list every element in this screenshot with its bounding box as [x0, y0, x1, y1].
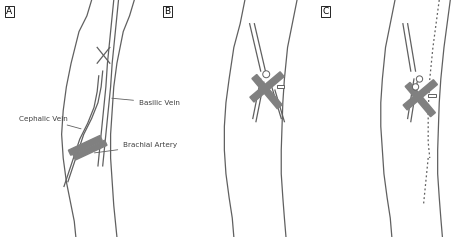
Polygon shape: [252, 74, 282, 109]
Text: C: C: [322, 7, 328, 16]
Polygon shape: [73, 140, 107, 160]
Text: A: A: [6, 7, 12, 16]
Polygon shape: [403, 80, 438, 110]
Polygon shape: [68, 136, 102, 155]
Bar: [276, 85, 284, 88]
Circle shape: [412, 84, 419, 90]
Text: Cephalic Vein: Cephalic Vein: [19, 115, 81, 129]
Bar: [428, 94, 436, 97]
Text: Brachial Artery: Brachial Artery: [94, 142, 177, 153]
Circle shape: [263, 71, 270, 78]
Circle shape: [416, 76, 423, 82]
Text: Basilic Vein: Basilic Vein: [112, 98, 180, 106]
Polygon shape: [405, 82, 436, 117]
Polygon shape: [250, 72, 284, 102]
Text: B: B: [164, 7, 171, 16]
